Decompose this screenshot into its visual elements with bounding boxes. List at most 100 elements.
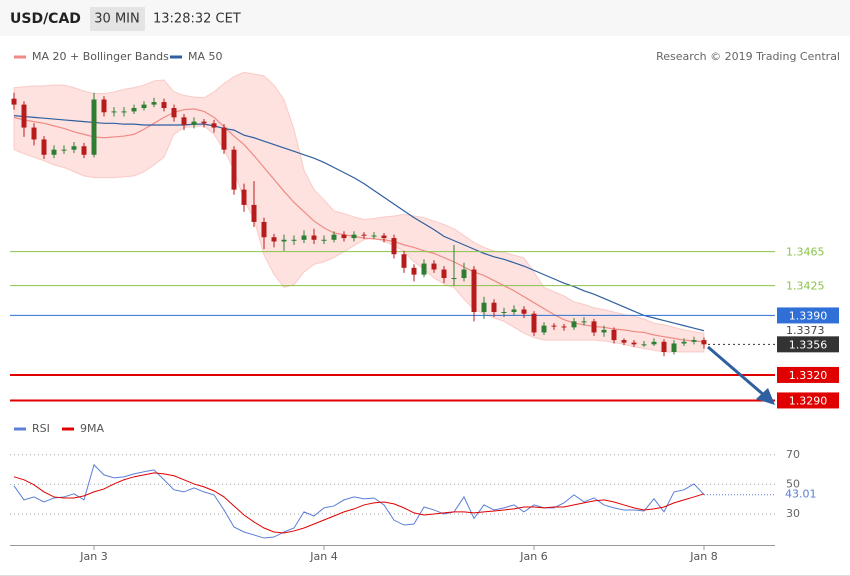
candle-body — [471, 269, 477, 313]
candle-body — [561, 326, 567, 328]
candle-body — [431, 263, 437, 270]
x-tick-label: Jan 6 — [519, 550, 547, 563]
candle-body — [81, 146, 87, 155]
candle-body — [681, 341, 687, 344]
legend-label: RSI — [32, 422, 50, 435]
candle-body — [531, 313, 537, 333]
candle-body — [21, 104, 27, 128]
ma-line — [13, 115, 705, 332]
candle-body — [621, 340, 627, 343]
candle-body — [301, 235, 307, 240]
candle-body — [11, 98, 17, 105]
level-tag — [777, 366, 839, 383]
candle-body — [91, 99, 97, 155]
candle-body — [451, 278, 457, 280]
candle-body — [401, 254, 407, 268]
candle-body — [51, 149, 57, 155]
candle-body — [701, 340, 707, 345]
candle-body — [61, 149, 67, 151]
level-label: 1.3290 — [789, 394, 828, 407]
candle-body — [691, 340, 697, 342]
last-price-tag — [777, 336, 839, 353]
candle-body — [321, 239, 327, 241]
y-tick-label: 30 — [786, 507, 800, 520]
candle-body — [551, 325, 557, 327]
candle-body — [201, 121, 207, 124]
candle-body — [391, 238, 397, 255]
candle-body — [121, 111, 127, 113]
interval-box — [90, 7, 145, 31]
legend-label: MA 20 + Bollinger Bands — [32, 50, 169, 63]
candle-body — [671, 343, 677, 352]
candle-body — [141, 104, 147, 109]
level-label: 1.3373 — [786, 324, 825, 337]
candle-body — [571, 321, 577, 328]
candle-body — [151, 102, 157, 105]
candle-body — [381, 235, 387, 239]
candle-body — [461, 269, 467, 279]
candle-body — [191, 121, 197, 126]
candle-body — [271, 237, 277, 242]
bollinger-band — [13, 71, 705, 353]
candle-body — [181, 117, 187, 126]
y-tick-label: 70 — [786, 448, 800, 461]
y-tick-label: 50 — [786, 477, 800, 490]
candle-body — [171, 108, 177, 118]
candle-body — [421, 263, 427, 275]
last-value-label: 43.01 — [785, 488, 817, 501]
candle-body — [611, 329, 617, 341]
candle-body — [661, 341, 667, 352]
candle-body — [311, 235, 317, 240]
line-series — [13, 472, 705, 534]
candle-body — [221, 127, 227, 150]
candle-body — [291, 239, 297, 241]
x-tick-label: Jan 8 — [689, 550, 717, 563]
symbol: USD/CAD — [10, 11, 81, 27]
candle-body — [281, 239, 287, 242]
candle-body — [491, 302, 497, 313]
candle-body — [521, 309, 527, 314]
candle-body — [361, 234, 367, 236]
candle-body — [441, 269, 447, 279]
candle-body — [411, 267, 417, 275]
candle-body — [371, 235, 377, 237]
candle-body — [231, 149, 237, 190]
interval: 30 MIN — [94, 12, 139, 27]
candle-body — [41, 139, 47, 155]
level-label: 1.3320 — [789, 369, 828, 382]
legend-label: MA 50 — [188, 50, 223, 63]
level-label: 1.3425 — [786, 280, 825, 293]
candle-body — [71, 146, 77, 150]
candle-body — [601, 329, 607, 333]
candle-body — [161, 102, 167, 109]
time: 13:28:32 CET — [153, 12, 241, 27]
candle-body — [31, 127, 37, 140]
candle-body — [501, 312, 507, 314]
candle-body — [351, 234, 357, 239]
candle-body — [591, 321, 597, 333]
candle-body — [331, 234, 337, 240]
arrow-shaft — [707, 345, 766, 398]
candle-body — [341, 234, 347, 239]
level-tag — [777, 392, 839, 409]
candle-body — [241, 189, 247, 205]
candle-body — [481, 302, 487, 313]
arrow-head — [756, 388, 775, 405]
candle-body — [101, 99, 107, 113]
ma-line — [13, 108, 705, 343]
forecast-arrow — [707, 345, 775, 405]
level-label: 1.3465 — [786, 246, 825, 259]
candle-body — [511, 309, 517, 313]
level-tag — [777, 307, 839, 324]
candle-body — [211, 123, 217, 128]
line-series — [13, 463, 705, 539]
last-price-label: 1.3356 — [789, 338, 828, 351]
x-tick-label: Jan 4 — [309, 550, 337, 563]
candle-body — [261, 221, 267, 238]
candle-body — [111, 111, 117, 113]
level-label: 1.3390 — [789, 309, 828, 322]
x-tick-label: Jan 3 — [79, 550, 107, 563]
candle-body — [581, 321, 587, 323]
